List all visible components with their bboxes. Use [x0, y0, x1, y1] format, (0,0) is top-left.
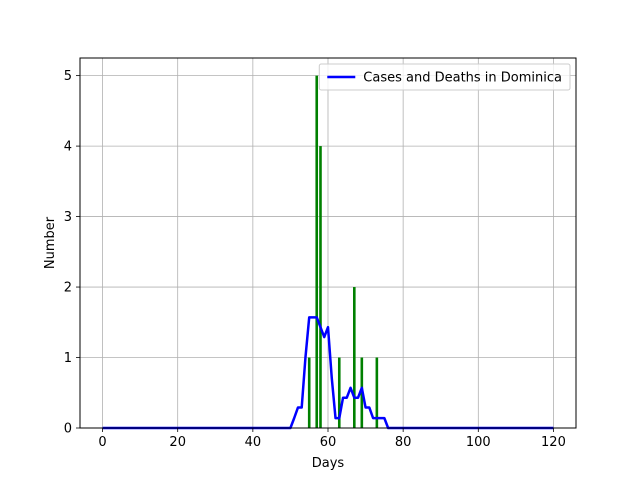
bar — [337, 357, 341, 428]
bar — [319, 146, 322, 428]
legend: Cases and Deaths in Dominica — [318, 63, 571, 91]
bar — [353, 287, 356, 428]
y-tick-label: 3 — [64, 210, 72, 225]
y-axis-label: Number — [43, 216, 58, 269]
bar-series — [307, 75, 379, 428]
y-tick-label: 0 — [64, 422, 72, 437]
x-tick-label: 120 — [541, 435, 566, 450]
legend-entry-label: Cases and Deaths in Dominica — [363, 71, 562, 86]
y-tick-label: 2 — [64, 281, 72, 296]
y-tick-label: 1 — [64, 351, 72, 366]
x-axis-label: Days — [312, 456, 345, 471]
x-tick-label: 40 — [245, 435, 262, 450]
x-tick-label: 0 — [98, 435, 106, 450]
y-axis-ticks: 0 1 2 3 4 5 — [64, 69, 80, 437]
series-line — [102, 316, 554, 430]
x-tick-label: 80 — [395, 435, 412, 450]
bar — [375, 357, 379, 428]
x-tick-label: 60 — [320, 435, 337, 450]
x-axis-ticks: 0 20 40 60 80 100 120 — [98, 428, 566, 450]
bar — [315, 75, 319, 428]
bar — [307, 357, 311, 428]
y-tick-label: 4 — [64, 140, 72, 155]
legend-box — [318, 63, 571, 91]
x-tick-label: 20 — [169, 435, 186, 450]
line-series — [102, 316, 554, 430]
y-tick-label: 5 — [64, 69, 72, 84]
x-tick-label: 100 — [466, 435, 491, 450]
grid — [80, 58, 576, 429]
